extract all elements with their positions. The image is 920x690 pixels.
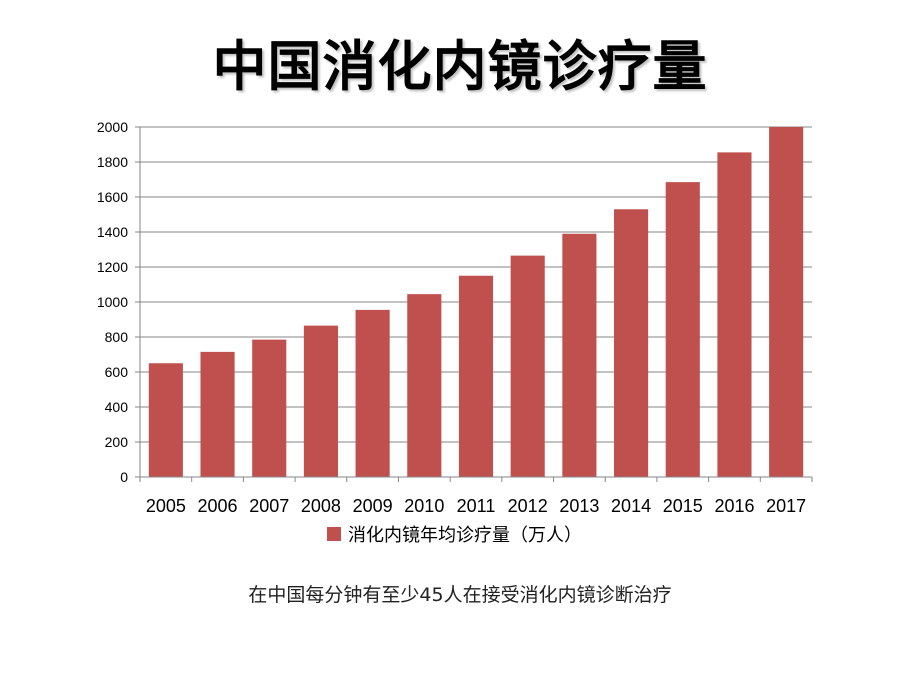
x-tick-label: 2012: [508, 496, 548, 516]
bar-2010: [407, 294, 442, 477]
y-tick-label: 1000: [97, 294, 128, 310]
bar-2012: [510, 255, 545, 477]
y-tick-label: 600: [105, 364, 129, 380]
x-tick-label: 2009: [353, 496, 393, 516]
bar-2009: [355, 309, 390, 477]
bar-2017: [769, 127, 804, 477]
x-tick-label: 2013: [559, 496, 599, 516]
x-tick-label: 2007: [249, 496, 289, 516]
bar-2013: [562, 233, 597, 477]
bars: [148, 127, 804, 477]
legend-swatch: [327, 527, 341, 541]
y-tick-label: 1600: [97, 189, 128, 205]
legend-label: 消化内镜年均诊疗量（万人）: [348, 525, 582, 546]
bar-2007: [252, 339, 287, 477]
bar-2015: [665, 182, 700, 477]
y-tick-label: 1800: [97, 154, 128, 170]
x-tick-label: 2006: [198, 496, 238, 516]
x-tick-label: 2010: [404, 496, 444, 516]
y-tick-label: 400: [105, 399, 129, 415]
bar-2005: [148, 363, 183, 477]
x-tick-label: 2016: [714, 496, 754, 516]
y-tick-label: 2000: [97, 119, 128, 135]
bar-2016: [717, 152, 752, 477]
y-tick-label: 800: [105, 329, 129, 345]
x-tick-labels: 2005 2006 2007 2008 2009 2010 2011 2012 2013 2014…: [139, 477, 813, 516]
x-tick-label: 2017: [766, 496, 806, 516]
y-tick-label: 1400: [97, 224, 128, 240]
x-tick-label: 2015: [663, 496, 703, 516]
x-tick-label: 2014: [611, 496, 651, 516]
bar-2011: [458, 275, 494, 477]
axes: [139, 127, 812, 478]
legend: 消化内镜年均诊疗量（万人）: [327, 525, 582, 546]
bar-2014: [614, 209, 649, 477]
y-tick-label: 1200: [97, 259, 128, 275]
y-tick-labels: 0 200 400 600 800 1000 1200 1400 1600 1800 2000: [97, 119, 128, 485]
x-tick-label: 2011: [457, 496, 496, 516]
slide-title: 中国消化内镜诊疗量: [212, 35, 708, 98]
bar-2008: [303, 325, 338, 477]
bar-2006: [200, 351, 235, 477]
y-tick-label: 200: [105, 434, 129, 450]
x-tick-label: 2008: [301, 496, 341, 516]
y-tick-label: 0: [120, 469, 128, 485]
slide-caption: 在中国每分钟有至少45人在接受消化内镜诊断治疗: [248, 584, 672, 606]
x-tick-label: 2005: [146, 496, 186, 516]
